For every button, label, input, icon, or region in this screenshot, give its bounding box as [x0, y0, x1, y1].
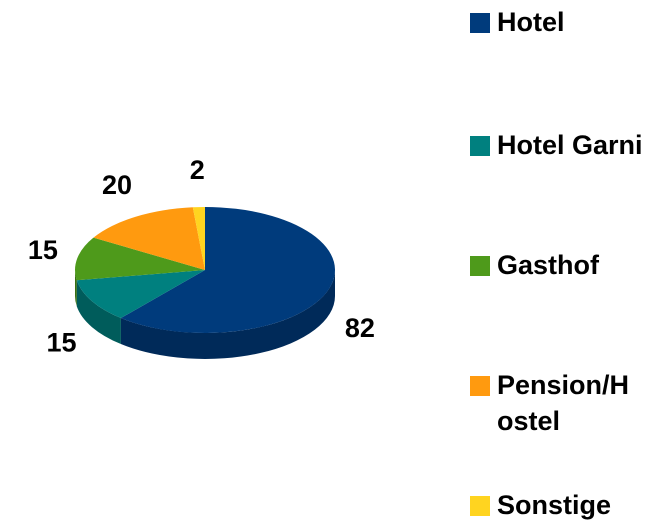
data-label: 15 — [28, 235, 58, 265]
legend-item: Gasthof — [470, 247, 645, 283]
slice-top — [93, 207, 205, 270]
slice — [192, 207, 205, 270]
slice-side — [76, 280, 121, 345]
data-label: 15 — [46, 327, 76, 357]
slice-top — [75, 237, 205, 281]
slice-side — [75, 270, 77, 307]
legend-swatch — [470, 136, 490, 156]
legend-item: Pension/Hostel — [470, 367, 645, 439]
slice — [76, 270, 205, 345]
legend-label: Hotel — [497, 7, 565, 37]
slice-top — [192, 207, 205, 270]
slice — [120, 207, 335, 359]
legend-label: Gasthof — [497, 250, 600, 280]
data-label: 2 — [190, 155, 205, 185]
data-label: 82 — [345, 313, 375, 343]
legend-swatch — [470, 496, 490, 516]
legend-item: Sonstige — [470, 487, 645, 523]
slice-top — [76, 270, 205, 319]
legend-swatch — [470, 13, 490, 33]
legend-swatch — [470, 376, 490, 396]
slice — [93, 207, 205, 270]
legend-item: Hotel — [470, 4, 645, 40]
legend-label: Pension/Hostel — [497, 370, 630, 436]
legend-swatch — [470, 256, 490, 276]
slice-top — [120, 207, 335, 333]
data-label: 20 — [102, 170, 132, 200]
slice-side — [120, 270, 335, 359]
legend-label: Sonstige — [497, 490, 612, 520]
legend-label: Hotel Garni — [497, 130, 643, 160]
legend-item: Hotel Garni — [470, 127, 645, 163]
slice — [75, 237, 205, 307]
